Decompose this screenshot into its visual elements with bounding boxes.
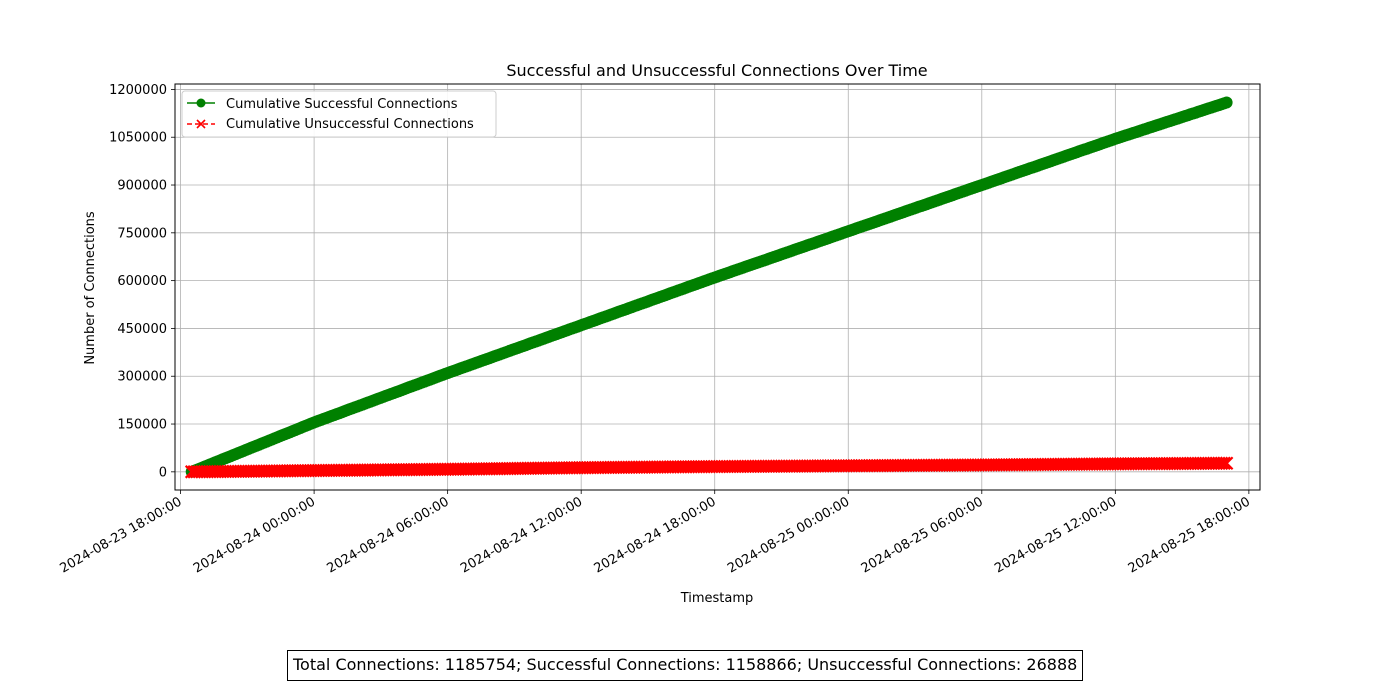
y-tick-label: 0 (159, 465, 167, 480)
series-successful (185, 96, 1233, 478)
legend-box (181, 90, 497, 138)
y-tick-label: 750000 (117, 226, 167, 241)
legend-marker-successful (196, 98, 206, 108)
data-point (1217, 456, 1231, 471)
x-tick-label: 2024-08-25 06:00:00 (859, 494, 986, 576)
x-tick-label: 2024-08-23 18:00:00 (57, 494, 184, 576)
y-tick-label: 1050000 (109, 131, 167, 146)
chart-title: Successful and Unsuccessful Connections … (506, 61, 927, 80)
x-tick-label: 2024-08-24 06:00:00 (325, 494, 452, 576)
data-point (1214, 456, 1229, 471)
y-tick-label: 150000 (117, 418, 167, 433)
data-point (1220, 96, 1233, 109)
plot-frame (174, 83, 1261, 491)
legend-label-successful: Cumulative Successful Connections (226, 97, 458, 112)
legend-label-unsuccessful: Cumulative Unsuccessful Connections (226, 117, 474, 132)
line-chart: Successful and Unsuccessful Connections … (57, 61, 1261, 606)
legend-marker-unsuccessful (196, 119, 206, 129)
x-tick-label: 2024-08-25 12:00:00 (992, 494, 1119, 576)
data-point (1219, 456, 1234, 471)
series-unsuccessful (184, 456, 1234, 479)
x-tick-label: 2024-08-25 18:00:00 (1126, 494, 1253, 576)
y-tick-label: 600000 (117, 274, 167, 289)
summary-box: Total Connections: 1185754; Successful C… (287, 650, 1084, 681)
x-tick-label: 2024-08-24 12:00:00 (458, 494, 585, 576)
summary-text: Total Connections: 1185754; Successful C… (293, 655, 1078, 674)
x-axis-label: Timestamp (680, 591, 754, 606)
x-tick-label: 2024-08-25 00:00:00 (725, 494, 852, 576)
y-tick-label: 900000 (117, 179, 167, 194)
y-tick-label: 1200000 (109, 83, 167, 98)
x-tick-label: 2024-08-24 00:00:00 (191, 494, 318, 576)
x-tick-label: 2024-08-24 18:00:00 (592, 494, 719, 576)
y-axis-label: Number of Connections (83, 211, 98, 365)
data-series (184, 96, 1234, 479)
y-tick-label: 300000 (117, 370, 167, 385)
legend: Cumulative Successful Connections Cumula… (181, 90, 497, 138)
y-tick-label: 450000 (117, 322, 167, 337)
